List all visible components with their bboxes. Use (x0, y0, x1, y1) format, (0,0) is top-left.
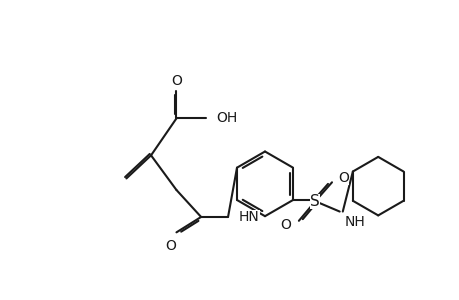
Text: OH: OH (216, 111, 237, 125)
Text: O: O (337, 172, 348, 185)
Text: O: O (280, 218, 291, 232)
Text: O: O (171, 74, 181, 88)
Text: HN: HN (238, 210, 259, 224)
Text: NH: NH (344, 215, 365, 230)
Text: O: O (164, 238, 175, 253)
Text: S: S (309, 194, 319, 209)
